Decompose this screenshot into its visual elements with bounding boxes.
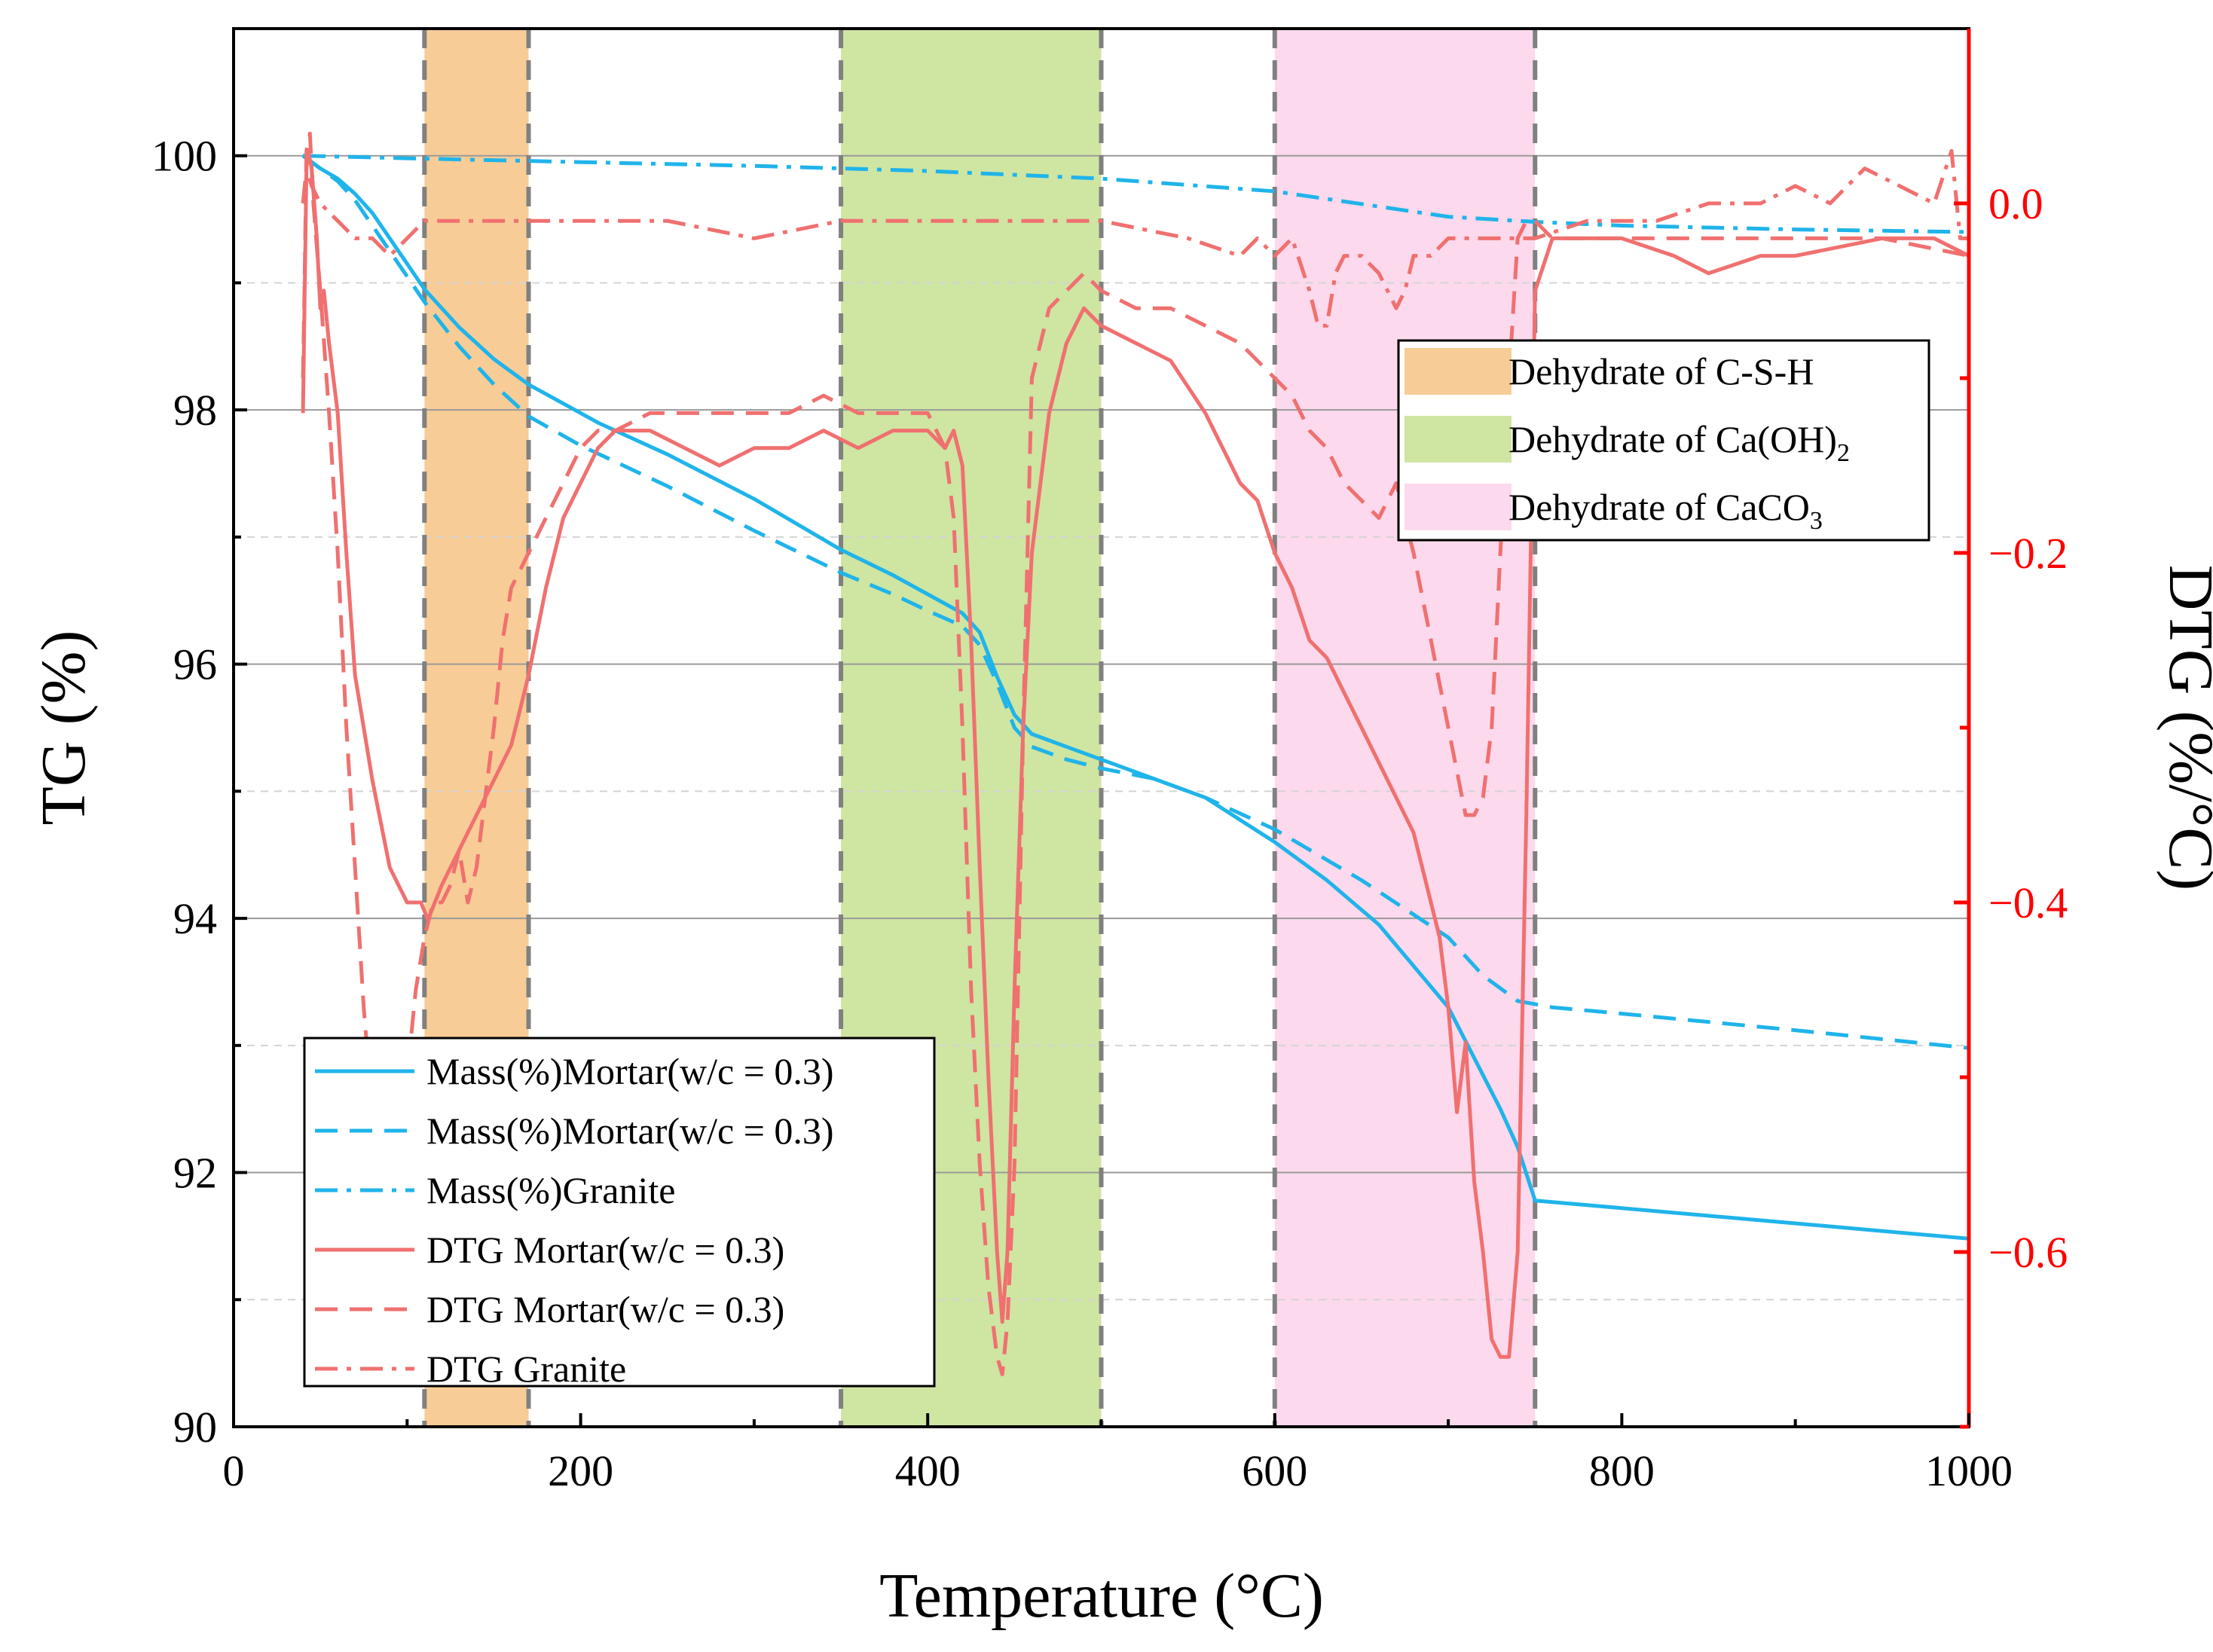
series-legend-label-1: Mass(%)Mortar(w/c = 0.3) [426, 1050, 834, 1092]
legend-series: Mass(%)Mortar(w/c = 0.3) Mass(%)Mortar(w/… [303, 1037, 936, 1390]
y-axis-label-left: TG (%) [29, 631, 99, 826]
y-left-tick-label-2: 94 [173, 894, 217, 943]
region-legend-swatch-1 [1405, 348, 1512, 395]
y-axis-label-right: DTG (%/°C) [2156, 565, 2213, 891]
series-line-6 [301, 148, 1969, 328]
x-tick-label-0: 0 [223, 1446, 245, 1495]
x-tick-label-4: 800 [1589, 1446, 1655, 1495]
x-axis-label: Temperature (°C) [879, 1561, 1324, 1631]
axes-ticks: 0 200 400 600 800 1000 90 92 94 96 98 100 −0.6 −0.4 −0… [151, 27, 2068, 1495]
region-legend-swatch-3 [1405, 484, 1512, 530]
y-right-tick-label-3: 0.0 [1988, 179, 2043, 228]
x-tick-label-3: 600 [1242, 1446, 1307, 1495]
y-right-tick-label-2: −0.2 [1988, 529, 2068, 578]
series-legend-label-3: Mass(%)Granite [426, 1169, 675, 1211]
legend-regions: Dehydrate of C-S-H Dehydrate of Ca(OH)2 De… [1397, 339, 1930, 542]
y-right-tick-label-1: −0.4 [1988, 878, 2068, 927]
x-tick-label-2: 400 [895, 1446, 961, 1495]
series-legend-label-6: DTG Granite [426, 1348, 626, 1390]
region-legend-label-2: Dehydrate of Ca(OH)2 [1508, 418, 1850, 467]
y-left-tick-label-1: 92 [173, 1149, 217, 1198]
x-tick-label-5: 1000 [1925, 1446, 2013, 1495]
y-right-tick-label-0: −0.6 [1988, 1228, 2068, 1277]
series-legend-label-4: DTG Mortar(w/c = 0.3) [426, 1229, 784, 1271]
series-legend-label-2: Mass(%)Mortar(w/c = 0.3) [426, 1110, 834, 1152]
y-left-tick-label-5: 100 [151, 132, 217, 181]
y-left-tick-label-0: 90 [173, 1403, 217, 1452]
region-legend-swatch-2 [1405, 416, 1512, 463]
x-tick-label-1: 200 [548, 1446, 613, 1495]
region-legend-label-1: Dehydrate of C-S-H [1508, 350, 1814, 392]
series-legend-box [303, 1037, 936, 1388]
y-left-tick-label-4: 98 [173, 386, 217, 435]
series-line-2 [301, 154, 1969, 1050]
series-line-4 [301, 148, 1969, 1359]
series-legend-label-5: DTG Mortar(w/c = 0.3) [426, 1288, 784, 1330]
series-line-3 [303, 154, 1969, 234]
y-left-tick-label-3: 96 [173, 640, 217, 689]
region-legend-label-3: Dehydrate of CaCO3 [1508, 486, 1823, 535]
region-separators [422, 29, 1538, 1427]
